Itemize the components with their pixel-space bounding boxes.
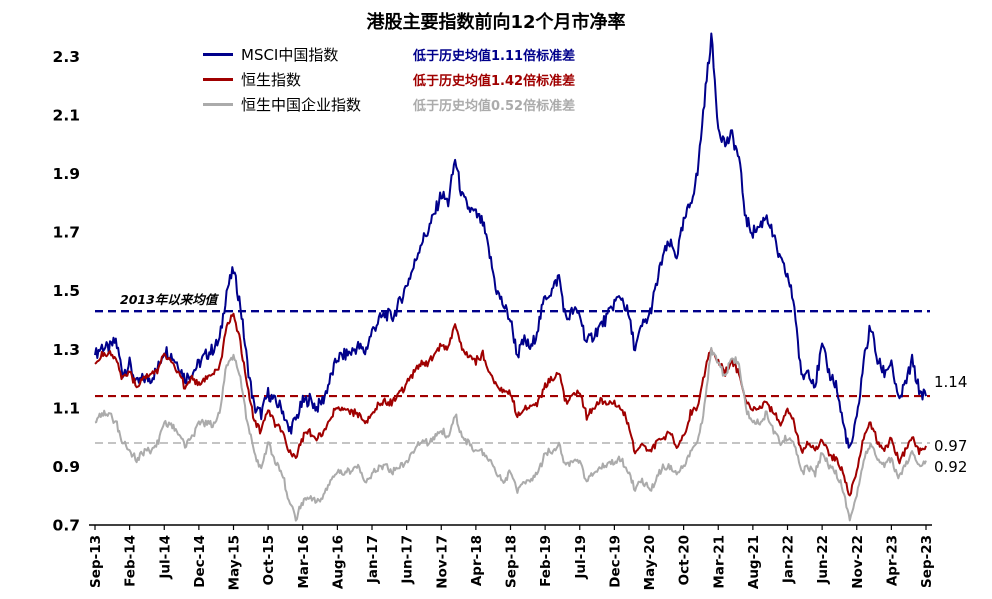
x-tick-label: Apr-18 bbox=[469, 535, 485, 586]
x-tick-label: Oct-15 bbox=[261, 535, 277, 585]
chart-legend: MSCI中国指数 低于历史均值1.11倍标准差 恒生指数 低于历史均值1.42倍… bbox=[203, 42, 575, 117]
x-tick-label: Feb-14 bbox=[123, 535, 139, 587]
msci-line-swatch bbox=[203, 53, 233, 56]
x-tick-label: Jun-17 bbox=[400, 535, 416, 585]
x-tick-label: Nov-17 bbox=[434, 535, 450, 589]
x-tick-label: Aug-21 bbox=[746, 535, 762, 589]
x-tick-label: Sep-18 bbox=[504, 535, 520, 588]
x-tick-label: Feb-19 bbox=[538, 535, 554, 587]
x-tick-label: Jul-14 bbox=[157, 535, 173, 580]
x-tick-label: Sep-23 bbox=[919, 535, 935, 588]
legend-note-hsi: 低于历史均值1.42倍标准差 bbox=[413, 74, 576, 89]
x-tick-label: Aug-16 bbox=[330, 535, 346, 589]
series-line-1 bbox=[94, 312, 927, 497]
x-tick-label: Jun-22 bbox=[815, 535, 831, 585]
x-tick-label: Nov-22 bbox=[850, 535, 866, 589]
x-tick-label: Apr-23 bbox=[884, 535, 900, 586]
y-tick-label: 2.1 bbox=[53, 106, 80, 124]
y-tick-label: 0.7 bbox=[53, 517, 80, 535]
y-tick-label: 1.7 bbox=[53, 224, 80, 242]
y-tick-label: 1.3 bbox=[53, 341, 80, 359]
x-tick-label: Mar-16 bbox=[296, 535, 312, 589]
y-tick-label: 1.9 bbox=[53, 165, 80, 183]
legend-item-msci-china: MSCI中国指数 低于历史均值1.11倍标准差 bbox=[203, 42, 575, 67]
mean-since-2013-label: 2013年以来均值 bbox=[120, 292, 218, 308]
legend-note-msci: 低于历史均值1.11倍标准差 bbox=[413, 49, 576, 64]
hsi-line-swatch bbox=[203, 78, 233, 81]
end-value-hsi: 0.97 bbox=[934, 436, 968, 455]
series-line-0 bbox=[94, 32, 927, 449]
end-value-msci: 1.14 bbox=[934, 373, 968, 392]
x-tick-label: Mar-21 bbox=[711, 535, 727, 589]
legend-label-msci: MSCI中国指数 bbox=[241, 46, 339, 64]
y-tick-label: 1.5 bbox=[53, 282, 80, 300]
y-tick-label: 0.9 bbox=[53, 458, 80, 476]
x-tick-label: Jan-22 bbox=[781, 535, 797, 584]
chart-title: 港股主要指数前向12个月市净率 bbox=[366, 12, 626, 33]
x-tick-label: May-20 bbox=[642, 535, 658, 590]
x-tick-label: May-15 bbox=[227, 535, 243, 590]
legend-item-hang-seng: 恒生指数 低于历史均值1.42倍标准差 bbox=[203, 67, 575, 92]
series-line-2 bbox=[94, 346, 927, 522]
legend-item-hscei: 恒生中国企业指数 低于历史均值0.52倍标准差 bbox=[203, 92, 575, 117]
hscei-line-swatch bbox=[203, 103, 233, 106]
x-tick-label: Dec-19 bbox=[607, 535, 623, 588]
legend-label-hscei: 恒生中国企业指数 bbox=[241, 96, 362, 114]
x-tick-label: Sep-13 bbox=[88, 535, 104, 588]
x-tick-label: Oct-20 bbox=[677, 535, 693, 585]
x-tick-label: Jul-19 bbox=[573, 535, 589, 580]
x-tick-label: Jan-17 bbox=[365, 535, 381, 584]
legend-label-hsi: 恒生指数 bbox=[241, 71, 302, 89]
end-value-hscei: 0.92 bbox=[934, 457, 968, 476]
y-tick-label: 2.3 bbox=[53, 48, 80, 66]
y-tick-label: 1.1 bbox=[53, 399, 80, 417]
x-tick-label: Dec-14 bbox=[192, 535, 208, 588]
legend-note-hscei: 低于历史均值0.52倍标准差 bbox=[413, 99, 576, 114]
